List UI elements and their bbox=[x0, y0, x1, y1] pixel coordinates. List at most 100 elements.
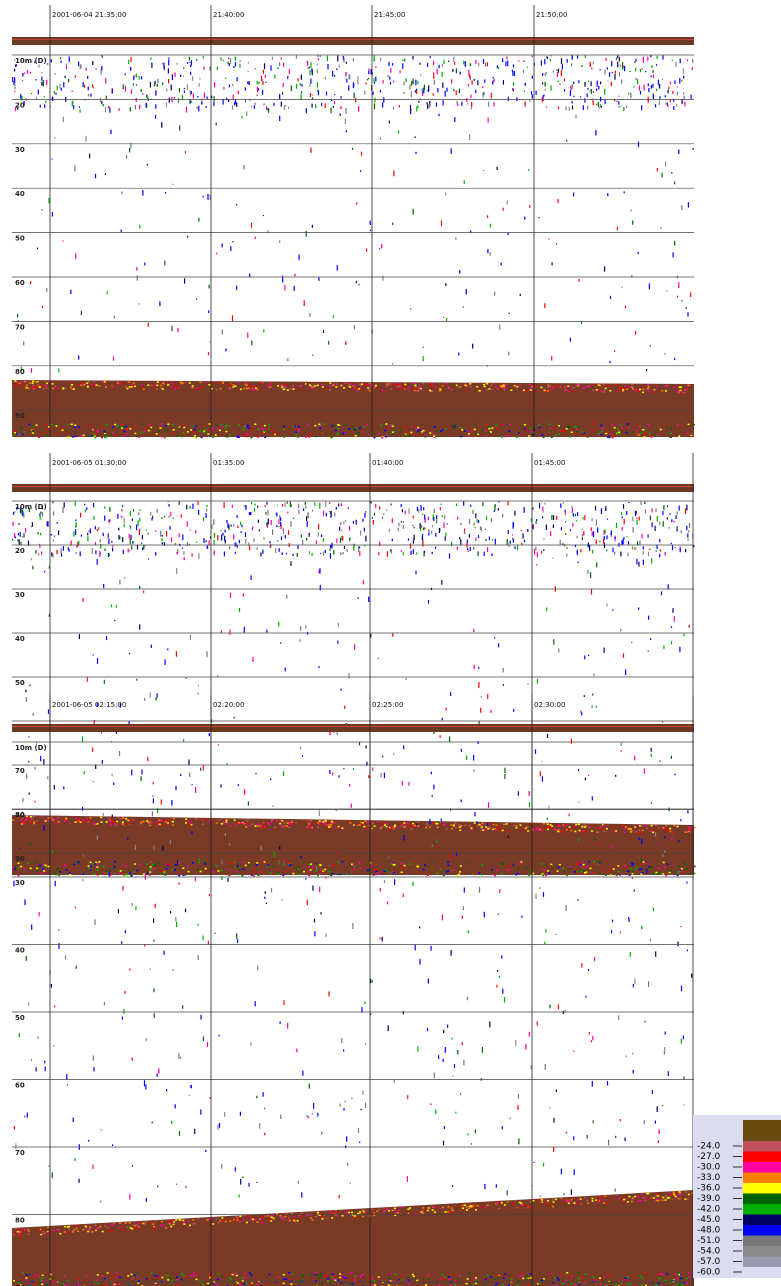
echo-pixel bbox=[243, 165, 245, 170]
echo-pixel bbox=[606, 1081, 609, 1086]
seabed-pixel bbox=[579, 433, 582, 435]
seabed-pixel bbox=[321, 386, 324, 388]
seabed-pixel bbox=[268, 423, 271, 426]
seabed-pixel bbox=[664, 385, 667, 387]
echo-pixel bbox=[260, 75, 263, 81]
seabed-pixel bbox=[541, 434, 544, 436]
echo-pixel bbox=[615, 522, 618, 529]
echo-pixel bbox=[666, 290, 668, 292]
echo-pixel bbox=[164, 659, 166, 665]
seabed-pixel bbox=[18, 1228, 21, 1230]
seabed-pixel bbox=[226, 823, 228, 825]
echo-pixel bbox=[473, 78, 475, 81]
seabed-pixel bbox=[241, 1282, 244, 1284]
echo-pixel bbox=[623, 537, 625, 540]
seabed-pixel bbox=[178, 874, 181, 877]
echo-pixel bbox=[41, 511, 44, 517]
echo-pixel bbox=[14, 77, 16, 83]
seabed-pixel bbox=[595, 1199, 598, 1201]
echo-pixel bbox=[19, 532, 21, 537]
seabed-pixel bbox=[217, 1273, 220, 1275]
seabed-pixel bbox=[322, 423, 325, 425]
seabed-pixel bbox=[261, 432, 264, 434]
echo-pixel bbox=[578, 801, 580, 803]
seabed-pixel bbox=[468, 824, 471, 827]
echo-pixel bbox=[467, 103, 469, 105]
echo-pixel bbox=[418, 100, 420, 103]
echo-pixel bbox=[382, 80, 384, 84]
echo-pixel bbox=[534, 548, 536, 555]
seabed-pixel bbox=[421, 431, 424, 433]
seabed-pixel bbox=[358, 861, 361, 864]
seabed-pixel bbox=[552, 1201, 555, 1203]
echo-pixel bbox=[595, 539, 597, 544]
echo-pixel bbox=[228, 63, 230, 67]
seabed-pixel bbox=[481, 822, 484, 824]
echo-pixel bbox=[183, 557, 185, 561]
seabed-pixel bbox=[331, 1217, 334, 1219]
echo-pixel bbox=[356, 202, 358, 205]
seabed-pixel bbox=[424, 864, 427, 866]
seabed-pixel bbox=[650, 435, 653, 437]
echo-pixel bbox=[175, 916, 177, 922]
seabed-pixel bbox=[584, 1273, 587, 1275]
echo-pixel bbox=[482, 59, 485, 64]
seabed-pixel bbox=[498, 826, 501, 828]
echo-pixel bbox=[184, 278, 186, 284]
seabed-pixel bbox=[526, 1278, 529, 1281]
seabed-pixel bbox=[500, 436, 503, 438]
seabed-pixel bbox=[162, 383, 165, 385]
seabed-pixel bbox=[57, 868, 60, 870]
echo-pixel bbox=[655, 508, 657, 513]
seabed-pixel bbox=[531, 828, 534, 831]
echo-pixel bbox=[512, 521, 514, 528]
echo-pixel bbox=[354, 644, 356, 650]
echo-pixel bbox=[552, 524, 554, 529]
echo-pixel bbox=[275, 548, 277, 553]
echo-pixel bbox=[472, 510, 474, 512]
seabed-pixel bbox=[277, 385, 280, 387]
seabed-pixel bbox=[672, 832, 675, 834]
echo-pixel bbox=[621, 512, 623, 516]
echo-pixel bbox=[23, 101, 25, 106]
echo-pixel bbox=[102, 104, 104, 107]
seabed-pixel bbox=[296, 1220, 299, 1222]
seabed-pixel bbox=[677, 390, 680, 393]
echo-pixel bbox=[160, 799, 162, 805]
echo-pixel bbox=[659, 760, 661, 762]
echo-pixel bbox=[483, 551, 485, 556]
echo-pixel bbox=[20, 508, 22, 515]
echo-pixel bbox=[391, 63, 394, 66]
seabed-pixel bbox=[383, 870, 386, 872]
seabed-pixel bbox=[42, 864, 45, 866]
echo-pixel bbox=[690, 94, 692, 99]
echo-pixel bbox=[591, 67, 593, 70]
seabed-pixel bbox=[185, 818, 188, 820]
seabed-pixel bbox=[640, 432, 643, 435]
echo-pixel bbox=[544, 59, 546, 65]
seabed-pixel bbox=[470, 827, 473, 829]
echo-pixel bbox=[37, 89, 39, 95]
echo-pixel bbox=[14, 69, 16, 72]
echo-pixel bbox=[675, 61, 677, 67]
echo-pixel bbox=[153, 988, 155, 993]
echo-pixel bbox=[21, 96, 23, 101]
seabed-pixel bbox=[116, 820, 119, 823]
echo-pixel bbox=[177, 549, 179, 554]
echo-pixel bbox=[360, 1108, 362, 1111]
seabed-pixel bbox=[92, 428, 95, 430]
seabed-pixel bbox=[508, 434, 511, 436]
echo-pixel bbox=[46, 521, 48, 526]
seabed-pixel bbox=[74, 821, 77, 823]
echo-pixel bbox=[494, 637, 496, 639]
seabed-pixel bbox=[476, 1204, 479, 1207]
echo-pixel bbox=[487, 215, 489, 218]
seabed-pixel bbox=[529, 387, 532, 390]
echo-pixel bbox=[51, 1172, 53, 1179]
seabed-pixel bbox=[375, 873, 378, 876]
echo-pixel bbox=[317, 1112, 319, 1117]
echo-pixel bbox=[218, 1122, 221, 1128]
seabed-pixel bbox=[622, 1279, 625, 1281]
echo-pixel bbox=[54, 137, 56, 139]
